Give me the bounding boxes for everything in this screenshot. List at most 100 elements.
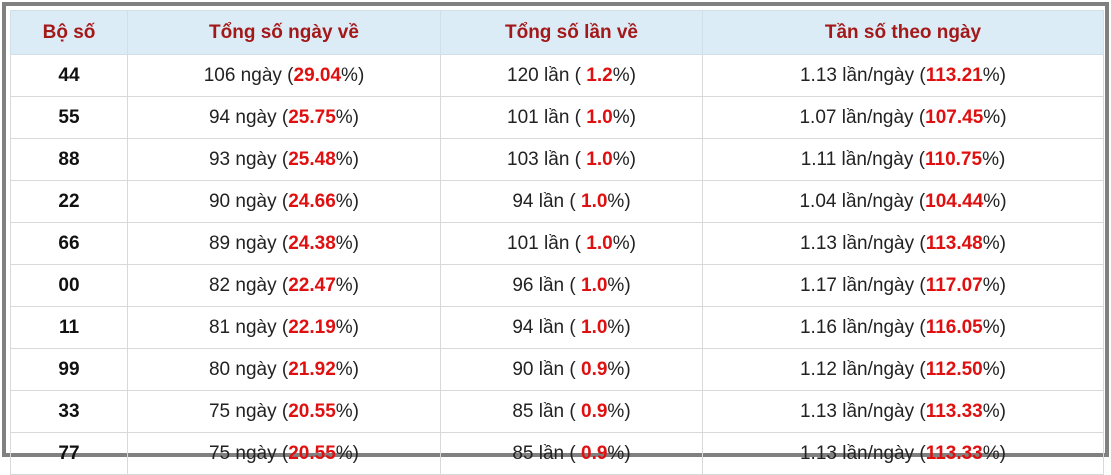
cell-text: %) bbox=[607, 442, 631, 464]
stats-table: Bộ số Tổng số ngày về Tổng số lần về Tần số… bbox=[10, 10, 1104, 475]
percent-value: 22.47 bbox=[288, 274, 336, 296]
cell-text: 90 ngày ( bbox=[208, 190, 289, 212]
cell-text: %) bbox=[607, 316, 631, 338]
cell-text: 101 lần ( bbox=[507, 106, 587, 128]
percent-value: 117.07 bbox=[925, 274, 983, 296]
percent-value: 1.2 bbox=[586, 64, 613, 86]
cell-text: %) bbox=[335, 190, 359, 212]
cell-text: 81 ngày ( bbox=[208, 316, 289, 338]
percent-value: 113.48 bbox=[925, 232, 983, 254]
cell-text: 89 ngày ( bbox=[208, 232, 289, 254]
cell-text: %) bbox=[982, 316, 1006, 338]
cell-text: 1.13 lần/ngày ( bbox=[799, 442, 926, 464]
bo-so-cell: 33 bbox=[10, 390, 128, 433]
freq-cell: 1.13 lần/ngày (113.48%) bbox=[702, 222, 1104, 265]
cell-text: 103 lần ( bbox=[507, 148, 587, 170]
percent-value: 22.19 bbox=[288, 316, 336, 338]
days-cell: 94 ngày (25.75%) bbox=[127, 96, 441, 139]
percent-value: 116.05 bbox=[925, 316, 983, 338]
cell-text: 94 lần ( bbox=[512, 316, 581, 338]
table-row: 11 81 ngày (22.19%) 94 lần ( 1.0%) 1.16 lần… bbox=[10, 306, 1104, 349]
percent-value: 24.38 bbox=[288, 232, 336, 254]
freq-cell: 1.13 lần/ngày (113.33%) bbox=[702, 432, 1104, 475]
cell-text: 106 ngày ( bbox=[203, 64, 294, 86]
table-row: 77 75 ngày (20.55%) 85 lần ( 0.9%) 1.13 lần… bbox=[10, 432, 1104, 475]
cell-text: %) bbox=[612, 64, 636, 86]
percent-value: 29.04 bbox=[293, 64, 342, 86]
times-cell: 101 lần ( 1.0%) bbox=[440, 222, 703, 265]
cell-text: %) bbox=[335, 274, 359, 296]
table-row: 00 82 ngày (22.47%) 96 lần ( 1.0%) 1.17 lần… bbox=[10, 264, 1104, 307]
cell-text: 1.12 lần/ngày ( bbox=[799, 358, 926, 380]
times-cell: 94 lần ( 1.0%) bbox=[440, 180, 703, 223]
freq-cell: 1.12 lần/ngày (112.50%) bbox=[702, 348, 1104, 391]
cell-text: 85 lần ( bbox=[512, 442, 581, 464]
days-cell: 106 ngày (29.04%) bbox=[127, 54, 441, 97]
cell-text: %) bbox=[335, 442, 359, 464]
cell-text: 94 ngày ( bbox=[208, 106, 289, 128]
cell-text: %) bbox=[607, 358, 631, 380]
cell-text: 1.16 lần/ngày ( bbox=[799, 316, 926, 338]
table-body: 44 106 ngày (29.04%) 120 lần ( 1.2%) 1.13 l… bbox=[10, 54, 1104, 475]
times-cell: 94 lần ( 1.0%) bbox=[440, 306, 703, 349]
percent-value: 104.44 bbox=[925, 190, 984, 212]
times-cell: 90 lần ( 0.9%) bbox=[440, 348, 703, 391]
cell-text: %) bbox=[612, 148, 636, 170]
days-cell: 90 ngày (24.66%) bbox=[127, 180, 441, 223]
bo-so-cell: 99 bbox=[10, 348, 128, 391]
cell-text: 93 ngày ( bbox=[208, 148, 289, 170]
freq-cell: 1.11 lần/ngày (110.75%) bbox=[702, 138, 1104, 181]
days-cell: 75 ngày (20.55%) bbox=[127, 432, 441, 475]
cell-text: %) bbox=[607, 190, 631, 212]
times-cell: 85 lần ( 0.9%) bbox=[440, 390, 703, 433]
cell-text: %) bbox=[982, 232, 1006, 254]
percent-value: 1.0 bbox=[586, 106, 613, 128]
freq-cell: 1.04 lần/ngày (104.44%) bbox=[702, 180, 1104, 223]
percent-value: 21.92 bbox=[288, 358, 336, 380]
cell-text: 96 lần ( bbox=[512, 274, 581, 296]
cell-text: %) bbox=[982, 148, 1006, 170]
percent-value: 113.33 bbox=[925, 442, 983, 464]
percent-value: 25.48 bbox=[288, 148, 336, 170]
cell-text: %) bbox=[982, 400, 1006, 422]
days-cell: 93 ngày (25.48%) bbox=[127, 138, 441, 181]
percent-value: 1.0 bbox=[581, 274, 608, 296]
cell-text: %) bbox=[335, 358, 359, 380]
freq-cell: 1.07 lần/ngày (107.45%) bbox=[702, 96, 1104, 139]
freq-cell: 1.13 lần/ngày (113.21%) bbox=[702, 54, 1104, 97]
cell-text: %) bbox=[335, 316, 359, 338]
cell-text: 82 ngày ( bbox=[208, 274, 289, 296]
times-cell: 101 lần ( 1.0%) bbox=[440, 96, 703, 139]
cell-text: 90 lần ( bbox=[512, 358, 581, 380]
percent-value: 20.55 bbox=[288, 442, 336, 464]
cell-text: %) bbox=[607, 274, 631, 296]
column-header: Tổng số ngày về bbox=[127, 10, 441, 55]
bo-so-cell: 44 bbox=[10, 54, 128, 97]
cell-text: %) bbox=[982, 358, 1006, 380]
cell-text: %) bbox=[612, 106, 636, 128]
cell-text: 94 lần ( bbox=[512, 190, 581, 212]
percent-value: 1.0 bbox=[581, 190, 608, 212]
cell-text: 1.17 lần/ngày ( bbox=[799, 274, 926, 296]
percent-value: 110.75 bbox=[924, 148, 983, 170]
cell-text: %) bbox=[982, 274, 1006, 296]
column-header: Tổng số lần về bbox=[440, 10, 703, 55]
percent-value: 1.0 bbox=[586, 232, 613, 254]
percent-value: 112.50 bbox=[925, 358, 983, 380]
freq-cell: 1.13 lần/ngày (113.33%) bbox=[702, 390, 1104, 433]
table-row: 99 80 ngày (21.92%) 90 lần ( 0.9%) 1.12 lần… bbox=[10, 348, 1104, 391]
cell-text: %) bbox=[335, 232, 359, 254]
cell-text: %) bbox=[341, 64, 365, 86]
table-row: 66 89 ngày (24.38%) 101 lần ( 1.0%) 1.13 lầ… bbox=[10, 222, 1104, 265]
days-cell: 89 ngày (24.38%) bbox=[127, 222, 441, 265]
percent-value: 0.9 bbox=[581, 442, 608, 464]
percent-value: 0.9 bbox=[581, 400, 608, 422]
cell-text: %) bbox=[983, 190, 1007, 212]
percent-value: 1.0 bbox=[586, 148, 613, 170]
cell-text: 75 ngày ( bbox=[208, 442, 289, 464]
cell-text: 1.07 lần/ngày ( bbox=[799, 106, 926, 128]
cell-text: 1.13 lần/ngày ( bbox=[799, 64, 926, 86]
times-cell: 85 lần ( 0.9%) bbox=[440, 432, 703, 475]
table-row: 33 75 ngày (20.55%) 85 lần ( 0.9%) 1.13 lần… bbox=[10, 390, 1104, 433]
